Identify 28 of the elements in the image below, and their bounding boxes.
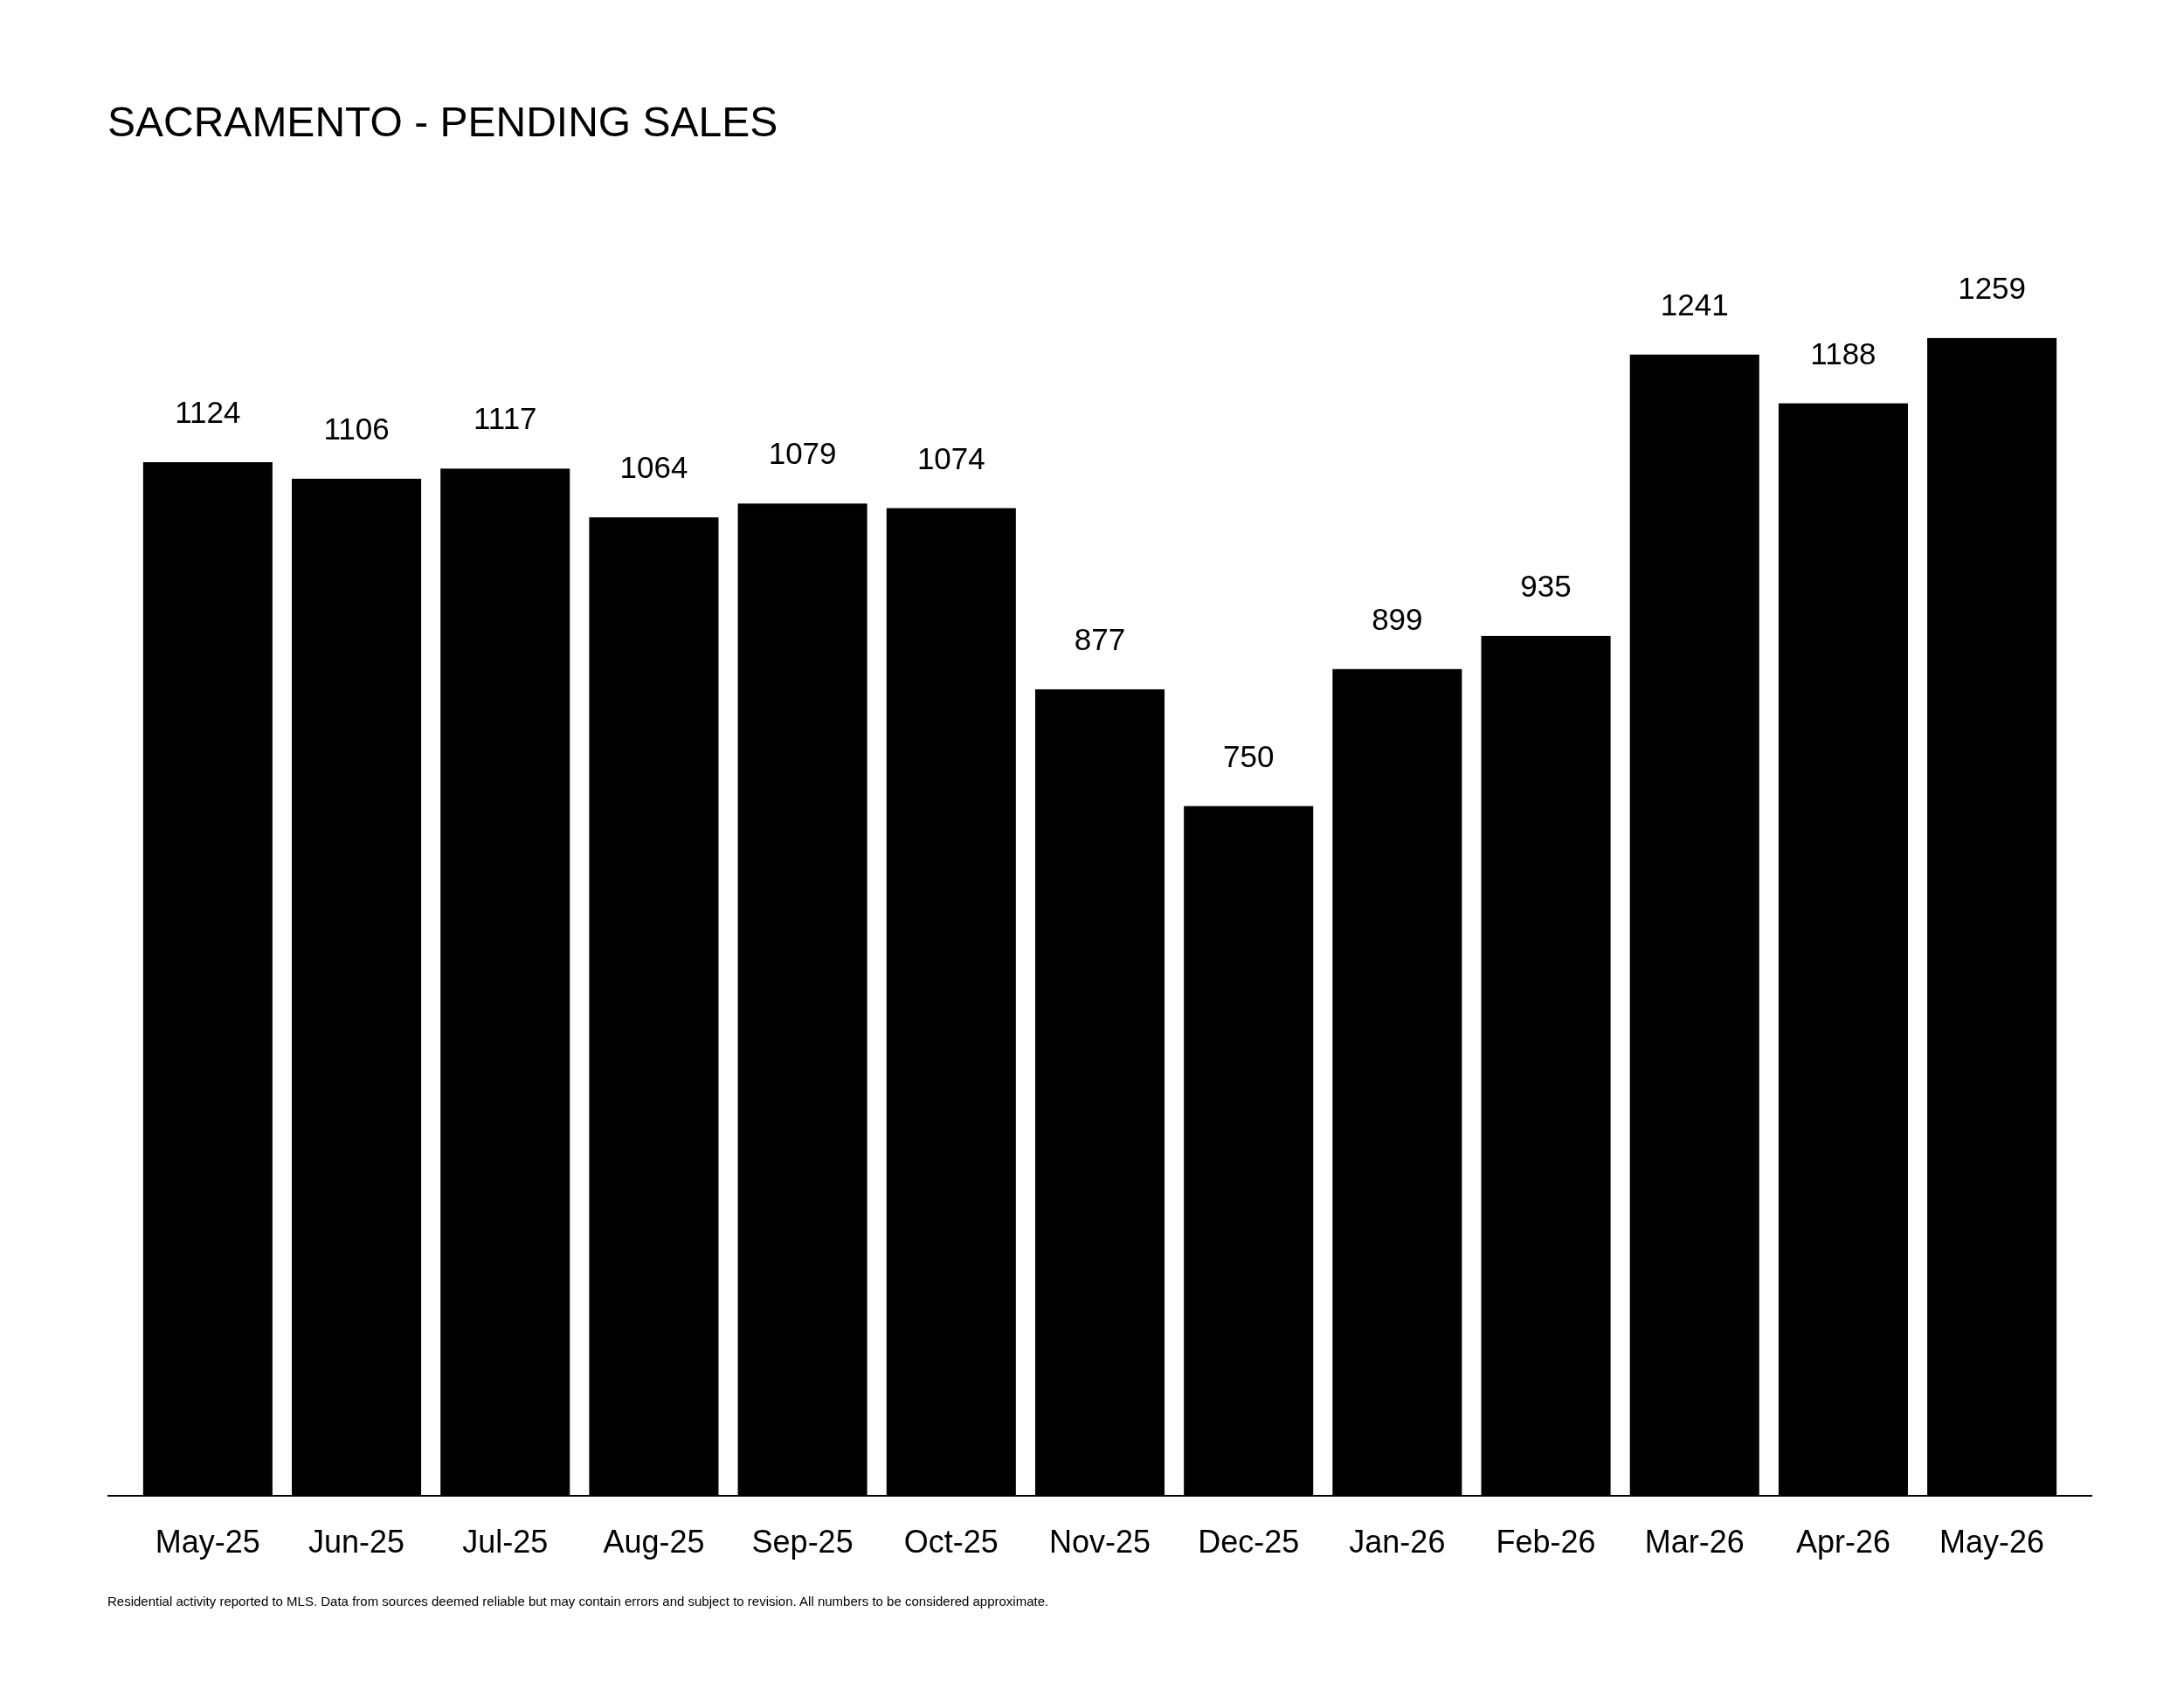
data-label: 1079	[768, 436, 837, 471]
x-tick-label: Jan-26	[1349, 1524, 1446, 1560]
x-tick-label: Mar-26	[1644, 1524, 1745, 1560]
x-tick-label: May-25	[155, 1524, 260, 1560]
data-label: 1106	[323, 411, 390, 446]
data-label: 877	[1074, 621, 1126, 656]
data-label: 1124	[175, 394, 241, 429]
data-label: 750	[1222, 738, 1275, 773]
chart-title: SACRAMENTO - PENDING SALES	[107, 99, 778, 145]
data-label: 899	[1372, 601, 1423, 636]
data-label: 935	[1520, 568, 1572, 603]
x-tick-label: Aug-25	[603, 1524, 705, 1560]
x-tick-label: Jun-25	[308, 1524, 405, 1560]
x-tick-label: Sep-25	[751, 1524, 854, 1560]
x-tick-label: May-26	[1939, 1524, 2045, 1560]
data-label: 1188	[1810, 336, 1876, 370]
x-tick-label: Oct-25	[903, 1524, 999, 1560]
data-label: 1259	[1958, 270, 2027, 305]
x-tick-label: Jul-25	[462, 1524, 549, 1560]
data-label: 1064	[619, 450, 688, 485]
x-tick-label: Nov-25	[1048, 1524, 1151, 1560]
x-tick-label: Apr-26	[1795, 1524, 1890, 1560]
text: Residential activity reported to MLS. Data from sources deemed reliable but may contain errors and subject to revision. All numbers to be considered approximate.	[107, 1594, 1049, 1608]
data-label: 1241	[1660, 287, 1729, 322]
x-tick-label: Dec-25	[1198, 1524, 1300, 1560]
data-label: 1074	[916, 440, 985, 475]
data-label: 1117	[473, 401, 537, 436]
x-tick-label: Feb-26	[1496, 1524, 1596, 1560]
